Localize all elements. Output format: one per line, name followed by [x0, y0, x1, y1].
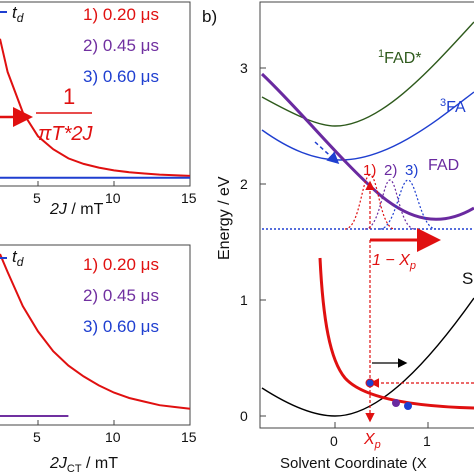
x-tick-label-5: 5: [33, 429, 41, 445]
annotation-numerator: 1: [63, 84, 75, 109]
peak-distribution-2: [364, 179, 416, 230]
point-1: [365, 378, 375, 388]
x-tick-label-1-b: 1: [423, 433, 431, 449]
label-one-minus-xp: 1 − Xp: [372, 252, 416, 272]
x-axis-label-bottom-left: 2JCT / mT: [49, 455, 118, 474]
label-fad-rp: FAD: [428, 157, 459, 174]
peak-distribution-1: [344, 174, 396, 230]
x-axis-label-b: Solvent Coordinate (X: [280, 455, 427, 472]
panel-top-left: 5 10 15 td 1) 0.20 μs 2) 0.45 μs 3) 0.60 μ…: [0, 1, 197, 218]
legend-entry-2-bottom-left: 2) 0.45 μs: [83, 286, 159, 305]
point-2: [392, 399, 400, 407]
curve-fad-rp: [260, 72, 474, 221]
series-0.20us-bottom-left: [0, 253, 191, 410]
series-0.20us-top-left: [0, 38, 191, 177]
y-tick-label-2: 2: [240, 176, 248, 192]
axes-frame-bottom-left: [0, 244, 191, 426]
dashed-transfer-arrow: [314, 141, 340, 165]
panel-b-label: b): [202, 7, 217, 26]
curve-3fad: [261, 91, 474, 161]
curve-ct: [318, 257, 474, 410]
label-xp: Xp: [363, 431, 381, 451]
x-ticks-top-left: 5 10 15: [33, 181, 197, 206]
legend-entry-3-top-left: 3) 0.60 μs: [83, 67, 159, 86]
panel-bottom-left: 5 10 15 td 1) 0.20 μs 2) 0.45 μs 3) 0.60 μ…: [0, 244, 197, 474]
y-tick-label-0: 0: [240, 408, 248, 424]
x-tick-label-15: 15: [181, 190, 197, 206]
x-tick-label-10: 10: [105, 190, 121, 206]
legend-td-bottom-left: td: [12, 247, 24, 269]
x-tick-label-15: 15: [181, 429, 197, 445]
x-tick-label-10: 10: [105, 429, 121, 445]
x-axis-label-top-left: 2J / mT: [49, 201, 104, 218]
axes-frame-top-left: [0, 1, 191, 187]
curve-1fad-star: [261, 21, 474, 127]
label-peak-3: 3): [405, 162, 418, 179]
x-tick-label-0-b: 0: [330, 433, 338, 449]
peak-distribution-3: [379, 179, 437, 230]
y-ticks-b: 0 1 2 3: [240, 60, 266, 424]
y-tick-label-1: 1: [240, 292, 248, 308]
label-peak-2: 2): [384, 162, 397, 179]
y-tick-label-3: 3: [240, 60, 248, 76]
legend-td-top-left: td: [12, 3, 24, 25]
point-3: [404, 402, 412, 410]
y-axis-label-b: Energy / eV: [216, 176, 233, 260]
legend-entry-1-bottom-left: 1) 0.20 μs: [83, 255, 159, 274]
label-3fad: 3FA: [440, 97, 466, 116]
axes-frame-b: [259, 1, 474, 429]
x-ticks-bottom-left: 5 10 15: [33, 420, 197, 445]
curve-ground: [261, 297, 474, 417]
label-1fad-star: 1FAD*: [378, 48, 421, 67]
annotation-denominator: πT*2J: [38, 123, 94, 145]
label-s: S: [462, 269, 473, 288]
x-tick-label-5: 5: [33, 190, 41, 206]
legend-entry-2-top-left: 2) 0.45 μs: [83, 36, 159, 55]
legend-entry-3-bottom-left: 3) 0.60 μs: [83, 317, 159, 336]
legend-entry-1-top-left: 1) 0.20 μs: [83, 5, 159, 24]
panel-b: b) 0 1 2 3 Energy / eV 0 1 Solvent Coord…: [202, 1, 474, 472]
label-peak-1: 1): [363, 162, 376, 179]
